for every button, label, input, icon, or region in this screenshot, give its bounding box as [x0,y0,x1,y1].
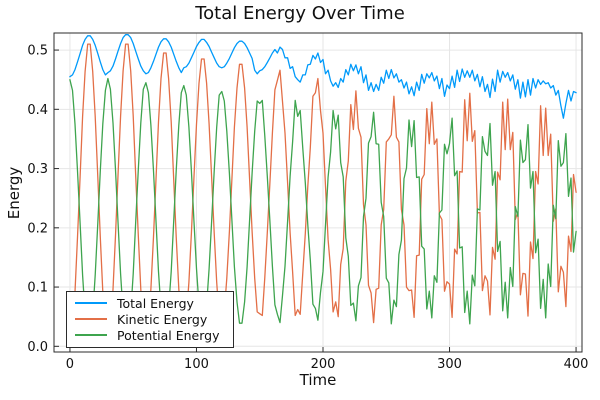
x-tick-label: 200 [311,357,336,372]
y-tick-label: 0.5 [27,44,48,59]
y-tick-label: 0.0 [27,340,48,355]
legend-entry-potential: Potential Energy [75,327,227,343]
y-axis-label: Energy [5,166,23,220]
x-tick-label: 100 [184,357,209,372]
x-tick-label: 0 [66,357,74,372]
legend-box: Total Energy Kinetic Energy Potential En… [66,291,234,348]
line-potential-energy [69,77,577,339]
legend-label-kinetic: Kinetic Energy [117,311,208,327]
legend-entry-kinetic: Kinetic Energy [75,311,227,327]
y-tick-label: 0.4 [27,103,48,118]
legend-label-total: Total Energy [117,295,194,311]
legend-entry-total: Total Energy [75,295,227,311]
x-axis-label: Time [299,371,337,389]
plot-frame [53,32,583,353]
legend-line-kinetic [75,318,107,320]
line-total-energy [69,34,577,119]
y-tick-label: 0.3 [27,162,48,177]
line-kinetic-energy [69,43,577,344]
y-tick-label: 0.1 [27,281,48,296]
chart-title: Total Energy Over Time [195,3,405,24]
legend-label-potential: Potential Energy [117,327,220,343]
x-tick-label: 400 [564,357,589,372]
legend-line-total [75,302,107,304]
legend-line-potential [75,334,107,336]
y-tick-label: 0.2 [27,221,48,236]
x-tick-label: 300 [437,357,462,372]
